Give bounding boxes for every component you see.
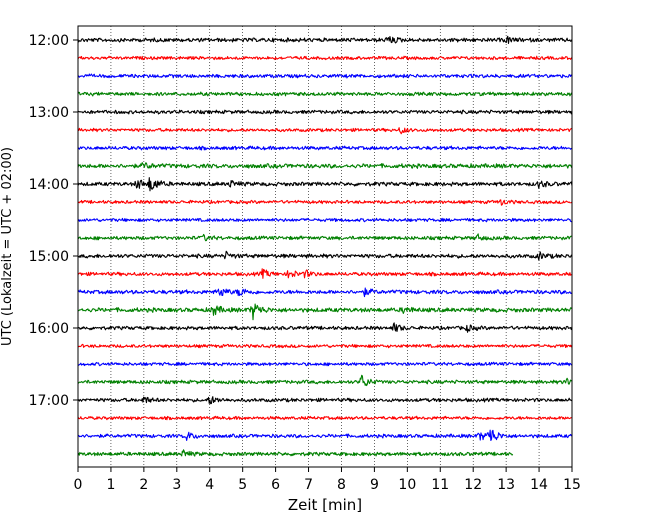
- x-tick-label: 2: [139, 477, 148, 493]
- trace-line: [77, 268, 573, 279]
- trace-line: [77, 162, 573, 169]
- trace-line: [77, 303, 573, 321]
- x-tick-label: 8: [337, 477, 346, 493]
- trace-line: [77, 361, 573, 367]
- trace-line: [77, 449, 514, 457]
- trace-line: [77, 127, 573, 135]
- trace-line: [77, 109, 573, 115]
- x-tick-label: 15: [563, 477, 581, 493]
- x-tick-label: 6: [271, 477, 280, 493]
- x-tick-label: 3: [172, 477, 181, 493]
- x-tick-label: 9: [370, 477, 379, 493]
- trace-line: [77, 233, 573, 242]
- trace-line: [77, 177, 573, 192]
- trace-line: [77, 73, 573, 79]
- y-tick-label: 12:00: [29, 33, 69, 49]
- y-tick-label: 14:00: [29, 177, 69, 193]
- trace-line: [77, 199, 573, 206]
- y-tick-label: 17:00: [29, 393, 69, 409]
- trace-line: [77, 91, 573, 97]
- trace-line: [77, 250, 573, 261]
- y-tick-label: 15:00: [29, 249, 69, 265]
- trace-line: [77, 35, 573, 44]
- trace-line: [77, 55, 573, 61]
- x-axis-ticks: 0 1 2 3 4 5 6 7 8 9 10 11 12 13 14 15: [74, 467, 581, 493]
- x-tick-label: 4: [205, 477, 214, 493]
- x-tick-label: 10: [398, 477, 416, 493]
- trace-line: [77, 343, 573, 349]
- trace-line: [77, 374, 573, 387]
- plot-frame: [77, 25, 573, 468]
- trace-line: [77, 396, 573, 405]
- y-tick-label: 16:00: [29, 321, 69, 337]
- x-tick-label: 0: [74, 477, 83, 493]
- trace-line: [77, 322, 573, 333]
- y-tick-label: 13:00: [29, 105, 69, 121]
- y-axis-ticks: 12:00 13:00 14:00 15:00 16:00 17:00: [29, 33, 78, 409]
- trace-line: [77, 217, 573, 223]
- seismic-traces: [77, 35, 573, 457]
- x-tick-label: 13: [497, 477, 515, 493]
- x-axis-label: Zeit [min]: [288, 496, 362, 514]
- x-tick-label: 7: [304, 477, 313, 493]
- x-tick-label: 14: [530, 477, 548, 493]
- trace-line: [77, 287, 573, 298]
- x-tick-label: 12: [464, 477, 482, 493]
- x-tick-label: 11: [431, 477, 449, 493]
- y-axis-label: UTC (Lokalzeit = UTC + 02:00): [0, 147, 15, 346]
- x-tick-label: 1: [106, 477, 115, 493]
- trace-line: [77, 145, 573, 151]
- x-tick-label: 5: [238, 477, 247, 493]
- trace-line: [77, 415, 573, 421]
- trace-line: [77, 429, 573, 441]
